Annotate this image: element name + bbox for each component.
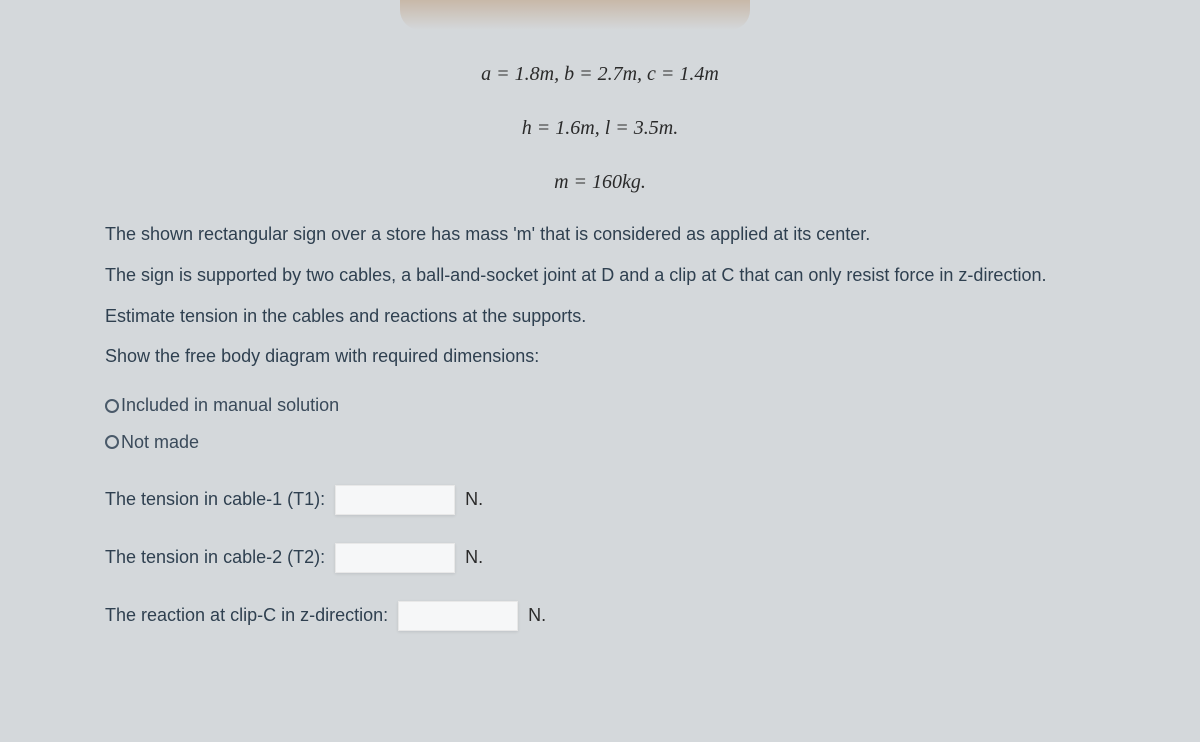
problem-content: The shown rectangular sign over a store … bbox=[0, 220, 1200, 631]
answer-input-cz[interactable] bbox=[398, 601, 518, 631]
radio-icon bbox=[105, 435, 119, 449]
answer-label-cz: The reaction at clip-C in z-direction: bbox=[105, 601, 388, 630]
problem-paragraph-1: The shown rectangular sign over a store … bbox=[105, 220, 1095, 249]
answer-label-t2: The tension in cable-2 (T2): bbox=[105, 543, 325, 572]
answer-unit-t1: N. bbox=[465, 485, 483, 514]
answer-unit-t2: N. bbox=[465, 543, 483, 572]
equation-line-3: m = 160kg. bbox=[0, 166, 1200, 198]
problem-paragraph-2: The sign is supported by two cables, a b… bbox=[105, 261, 1095, 290]
equations-block: a = 1.8m, b = 2.7m, c = 1.4m h = 1.6m, l… bbox=[0, 58, 1200, 198]
radio-label-included: Included in manual solution bbox=[121, 391, 339, 420]
answer-unit-cz: N. bbox=[528, 601, 546, 630]
radio-option-included[interactable]: Included in manual solution bbox=[105, 391, 1095, 420]
radio-option-not-made[interactable]: Not made bbox=[105, 428, 1095, 457]
answer-row-t1: The tension in cable-1 (T1): N. bbox=[105, 485, 1095, 515]
answer-row-cz: The reaction at clip-C in z-direction: N… bbox=[105, 601, 1095, 631]
answer-row-t2: The tension in cable-2 (T2): N. bbox=[105, 543, 1095, 573]
problem-paragraph-4: Show the free body diagram with required… bbox=[105, 342, 1095, 371]
answer-label-t1: The tension in cable-1 (T1): bbox=[105, 485, 325, 514]
answer-input-t1[interactable] bbox=[335, 485, 455, 515]
radio-label-not-made: Not made bbox=[121, 428, 199, 457]
problem-paragraph-3: Estimate tension in the cables and react… bbox=[105, 302, 1095, 331]
problem-figure-fragment bbox=[400, 0, 750, 30]
radio-icon bbox=[105, 399, 119, 413]
answer-input-t2[interactable] bbox=[335, 543, 455, 573]
equation-line-2: h = 1.6m, l = 3.5m. bbox=[0, 112, 1200, 144]
equation-line-1: a = 1.8m, b = 2.7m, c = 1.4m bbox=[0, 58, 1200, 90]
